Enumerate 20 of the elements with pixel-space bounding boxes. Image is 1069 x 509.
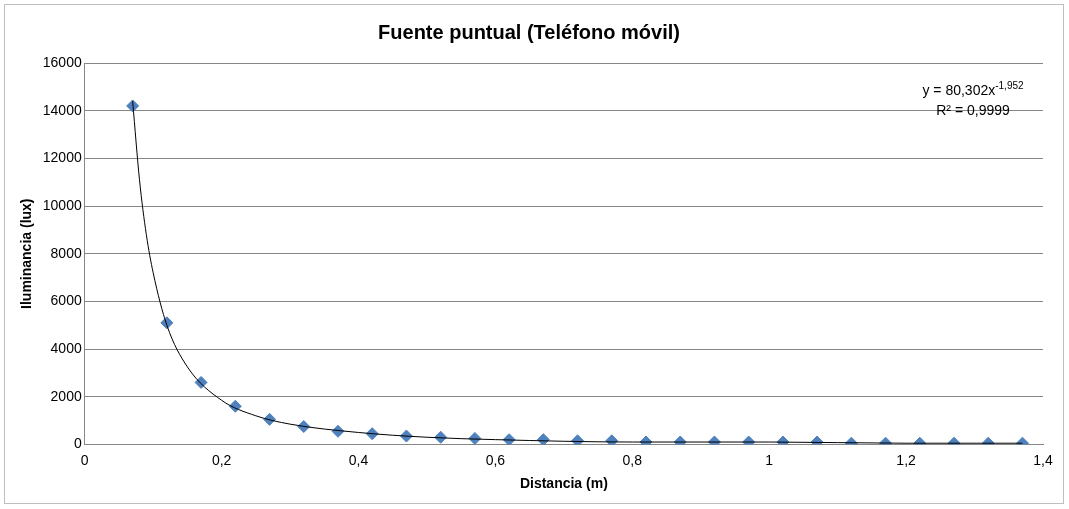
x-axis-title: Distancia (m)	[519, 475, 608, 492]
y-tick-label: 14000	[42, 101, 82, 118]
y-tick-label: 2000	[50, 387, 82, 404]
x-tick-label: 1	[765, 451, 774, 468]
y-tick-label: 4000	[50, 339, 82, 356]
y-tick-label: 8000	[50, 244, 82, 261]
y-tick-label: 6000	[50, 292, 82, 309]
y-axis-title: Iluminancia (lux)	[18, 198, 35, 309]
x-tick-label: 0,6	[485, 451, 506, 468]
chart-title: Fuente puntual (Teléfono móvil)	[378, 20, 680, 43]
x-tick-label: 0,4	[348, 451, 369, 468]
x-tick-label: 1,2	[896, 451, 917, 468]
y-tick-label: 10000	[42, 196, 82, 213]
y-tick-label: 16000	[42, 53, 82, 70]
x-tick-label: 0,8	[622, 451, 643, 468]
y-tick-label: 12000	[42, 149, 82, 166]
annotation: R² = 0,9999	[936, 102, 1010, 118]
y-tick-label: 0	[73, 435, 82, 452]
x-tick-label: 1,4	[1033, 451, 1053, 468]
x-tick-label: 0,2	[211, 451, 232, 468]
